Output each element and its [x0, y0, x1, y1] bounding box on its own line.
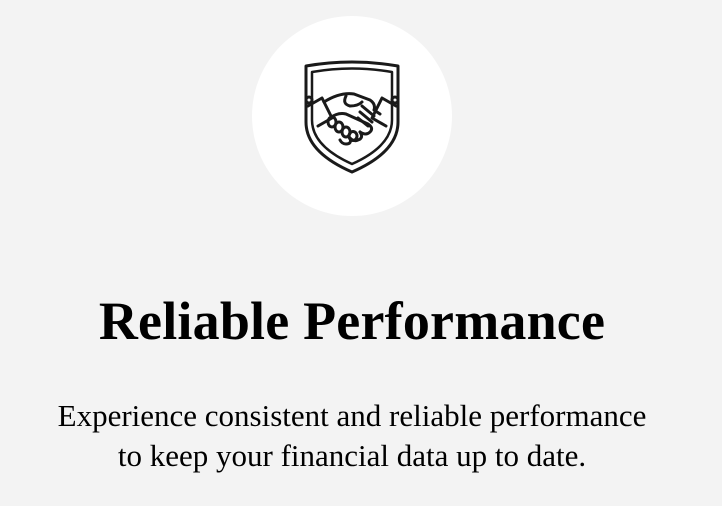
icon-circle [252, 16, 452, 216]
feature-description-line-1: Experience consistent and reliable perfo… [57, 398, 647, 433]
feature-description: Experience consistent and reliable perfo… [0, 396, 704, 476]
feature-title: Reliable Performance [98, 291, 606, 351]
feature-description-line-2: to keep your financial data up to date. [117, 438, 587, 473]
handshake-shield-icon [304, 60, 400, 174]
